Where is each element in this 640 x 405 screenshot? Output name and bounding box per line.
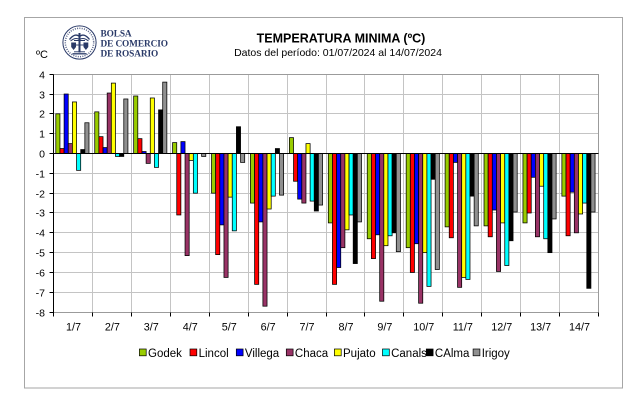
svg-text:-6: -6 [36, 267, 45, 279]
svg-text:2: 2 [39, 108, 45, 120]
svg-text:10/7: 10/7 [413, 322, 434, 334]
svg-text:TEMPERATURA MINIMA (ºC): TEMPERATURA MINIMA (ºC) [257, 32, 426, 46]
svg-text:CAlma: CAlma [435, 348, 470, 360]
svg-text:Irigoy: Irigoy [482, 348, 510, 360]
svg-text:-5: -5 [36, 247, 45, 259]
svg-text:9/7: 9/7 [377, 322, 392, 334]
svg-text:-7: -7 [36, 287, 45, 299]
svg-text:0: 0 [39, 148, 45, 160]
svg-text:6/7: 6/7 [261, 322, 276, 334]
svg-text:DE COMERCIO: DE COMERCIO [101, 39, 168, 49]
svg-text:ºC: ºC [36, 49, 48, 61]
svg-text:13/7: 13/7 [530, 322, 551, 334]
svg-text:-2: -2 [36, 188, 45, 200]
svg-text:2/7: 2/7 [105, 322, 120, 334]
svg-text:Villega: Villega [245, 348, 280, 360]
svg-text:Godek: Godek [148, 348, 182, 360]
svg-text:Datos del período: 01/07/2024: Datos del período: 01/07/2024 al 14/07/2… [234, 47, 442, 59]
svg-text:Lincol: Lincol [199, 348, 229, 360]
svg-text:12/7: 12/7 [491, 322, 512, 334]
svg-text:1/7: 1/7 [66, 322, 81, 334]
svg-text:1: 1 [39, 128, 45, 140]
svg-text:DE ROSARIO: DE ROSARIO [101, 50, 159, 60]
svg-text:4/7: 4/7 [183, 322, 198, 334]
svg-text:3: 3 [39, 89, 45, 101]
svg-text:4: 4 [39, 69, 45, 81]
svg-text:11/7: 11/7 [453, 322, 473, 334]
svg-text:-3: -3 [36, 207, 45, 219]
svg-text:Canals: Canals [391, 348, 427, 360]
svg-text:-8: -8 [36, 307, 45, 319]
svg-text:-1: -1 [36, 168, 45, 180]
svg-text:Pujato: Pujato [343, 348, 376, 360]
svg-text:BOLSA: BOLSA [101, 29, 132, 39]
svg-text:7/7: 7/7 [299, 322, 314, 334]
svg-text:3/7: 3/7 [144, 322, 159, 334]
svg-text:8/7: 8/7 [338, 322, 353, 334]
svg-text:14/7: 14/7 [569, 322, 590, 334]
svg-text:Chaca: Chaca [295, 348, 329, 360]
svg-text:-4: -4 [36, 227, 45, 239]
svg-text:5/7: 5/7 [222, 322, 237, 334]
